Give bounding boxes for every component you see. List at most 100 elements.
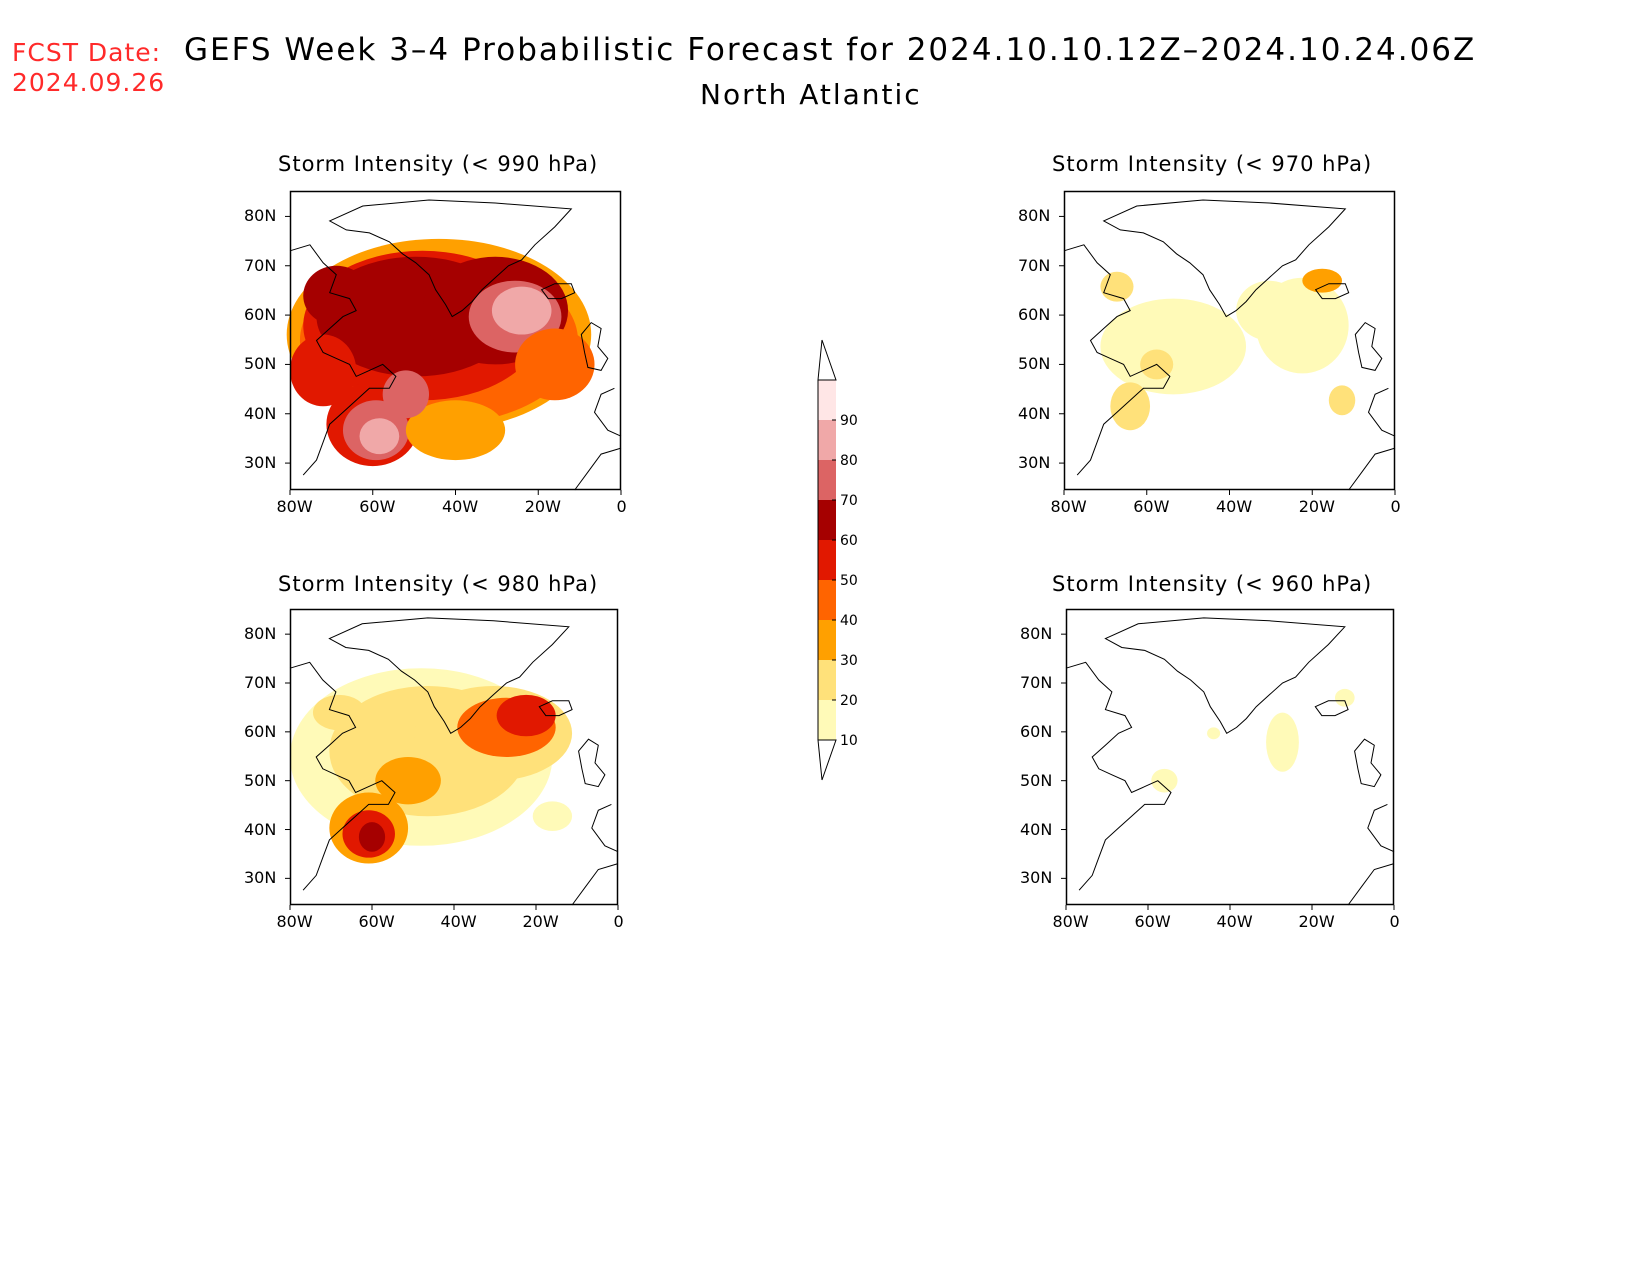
lat-label: 80N: [244, 206, 277, 226]
lat-label: 80N: [1018, 206, 1051, 226]
lat-label: 30N: [1020, 868, 1053, 888]
colorbar-segment: [818, 460, 836, 500]
coastline: [1367, 387, 1396, 437]
coastline: [1102, 199, 1347, 318]
lon-label: 60W: [358, 912, 395, 931]
lon-label: 20W: [524, 497, 561, 516]
coastline: [571, 863, 619, 906]
colorbar-label: 20: [840, 693, 858, 709]
probability-blob: [382, 370, 430, 419]
lat-label: 50N: [1018, 354, 1051, 374]
page-subtitle: North Atlantic: [700, 78, 922, 111]
probability-blob: [1151, 768, 1178, 793]
probability-blob: [1110, 382, 1151, 431]
lat-label: 40N: [1020, 819, 1053, 839]
coastline: [289, 661, 396, 891]
lon-label: 80W: [276, 497, 313, 516]
probability-shading: [286, 238, 595, 467]
fcst-date-value: 2024.09.26: [12, 68, 166, 97]
colorbar-segment: [818, 700, 836, 740]
colorbar-segment: [818, 620, 836, 660]
panel-title-990: Storm Intensity (< 990 hPa): [278, 152, 599, 176]
page-title: GEFS Week 3–4 Probabilistic Forecast for…: [184, 32, 1477, 68]
probability-blob: [1302, 268, 1343, 293]
colorbar-label: 90: [840, 413, 858, 429]
coastline: [328, 617, 570, 734]
lat-label: 40N: [1018, 403, 1051, 423]
lat-label: 60N: [244, 305, 277, 325]
lon-label: 20W: [1298, 497, 1335, 516]
probability-blob: [532, 801, 573, 831]
lat-label: 30N: [244, 868, 277, 888]
lat-label: 70N: [244, 255, 277, 275]
colorbar-label: 70: [840, 493, 858, 509]
probability-blob: [515, 328, 595, 401]
probability-blob: [358, 822, 386, 852]
probability-blob: [375, 757, 441, 805]
map-frame: [1063, 190, 1396, 491]
lon-label: 80W: [276, 912, 313, 931]
lon-label: 80W: [1050, 497, 1087, 516]
probability-blob: [290, 334, 357, 407]
probability-blob: [303, 265, 370, 326]
coastline: [1354, 321, 1383, 371]
lon-label: 0: [613, 912, 624, 931]
map-panel-960: [1061, 608, 1395, 910]
colorbar-label: 40: [840, 613, 858, 629]
colorbar-label: 80: [840, 453, 858, 469]
colorbar-segment: [818, 500, 836, 540]
map-panel-970: [1059, 190, 1396, 495]
lat-label: 70N: [1020, 673, 1053, 692]
colorbar-bottom-arrow: [817, 739, 837, 781]
lat-label: 80N: [1020, 624, 1053, 644]
lat-label: 40N: [244, 819, 277, 839]
lon-label: 0: [616, 497, 627, 516]
coastline: [580, 321, 609, 371]
probability-shading: [290, 668, 573, 864]
lon-label: 40W: [1216, 497, 1253, 516]
lat-label: 80N: [244, 624, 277, 644]
probability-shading: [1151, 688, 1355, 793]
coastline: [538, 700, 573, 717]
lon-label: 20W: [1298, 912, 1335, 931]
probability-blob: [1236, 280, 1303, 341]
coastline: [1104, 617, 1346, 734]
colorbar-top-arrow: [817, 339, 837, 381]
map-panel-980: [285, 608, 619, 910]
probability-blob: [496, 694, 556, 737]
fcst-date-label: FCST Date:: [12, 38, 162, 67]
coastline: [1367, 803, 1395, 853]
lon-label: 20W: [522, 912, 559, 931]
colorbar: 10 20 30 40 50 60 70 80 90: [817, 339, 858, 781]
probability-shading: [1100, 268, 1356, 431]
lat-label: 60N: [244, 721, 277, 741]
coastline: [289, 244, 397, 476]
lat-label: 60N: [1018, 305, 1051, 325]
lon-label: 80W: [1052, 912, 1089, 931]
map-panel-990: [285, 190, 622, 495]
colorbar-segment: [818, 660, 836, 700]
colorbar-label: 50: [840, 573, 858, 589]
lon-label: 40W: [442, 497, 479, 516]
lat-label: 30N: [244, 453, 277, 473]
colorbar-label: 30: [840, 653, 858, 669]
lat-label: 50N: [244, 354, 277, 374]
lon-label: 40W: [1216, 912, 1253, 931]
probability-blob: [359, 418, 400, 455]
lat-label: 70N: [1018, 255, 1051, 275]
colorbar-segment: [818, 540, 836, 580]
colorbar-segment: [818, 580, 836, 620]
coastline: [578, 738, 606, 788]
probability-blob: [405, 400, 506, 461]
colorbar-segment: [818, 420, 836, 460]
lat-label: 50N: [1020, 770, 1053, 790]
coastline: [1065, 661, 1172, 891]
map-frame: [289, 608, 619, 906]
probability-blob: [491, 286, 552, 335]
probability-blob: [1207, 727, 1221, 740]
lon-label: 0: [1390, 497, 1401, 516]
colorbar-segment: [818, 380, 836, 420]
panel-title-970: Storm Intensity (< 970 hPa): [1052, 152, 1373, 176]
coastline: [540, 283, 576, 300]
probability-blob: [1328, 385, 1356, 416]
